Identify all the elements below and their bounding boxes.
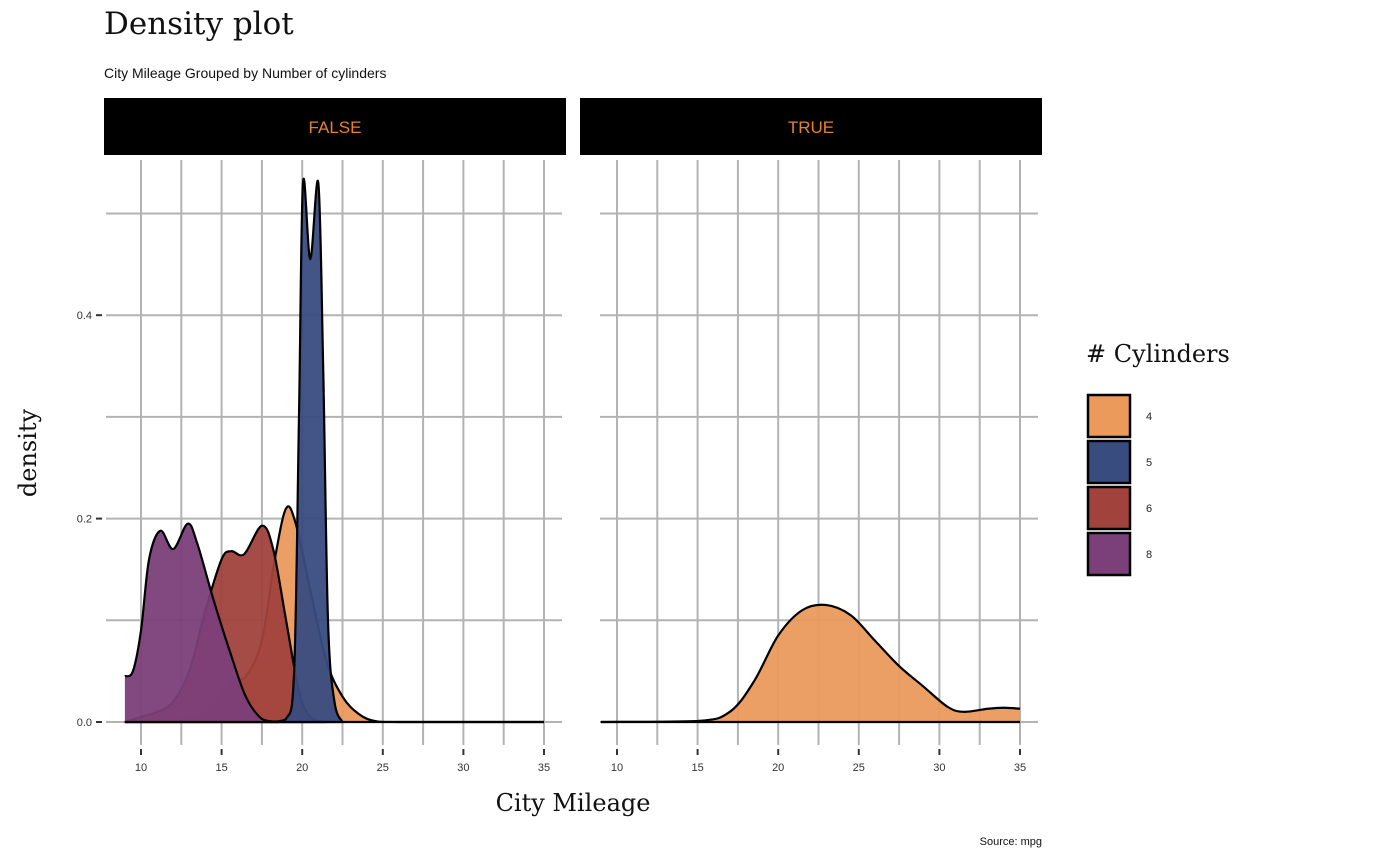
y-tick-label: 0.2 — [77, 514, 92, 526]
legend-swatch-5 — [1086, 439, 1132, 485]
facet-strip-true — [580, 98, 1042, 155]
legend-label: 6 — [1146, 503, 1152, 515]
x-tick-label: 25 — [853, 762, 865, 774]
facet-label: TRUE — [788, 118, 834, 137]
x-tick-label: 35 — [1014, 762, 1026, 774]
legend-label: 8 — [1146, 549, 1152, 561]
y-tick-label: 0.0 — [77, 717, 92, 729]
y-axis-title: density — [14, 408, 42, 497]
x-tick-label: 35 — [538, 762, 550, 774]
density-line-5-cyl — [269, 177, 344, 724]
density-area-5-cyl — [269, 178, 343, 723]
facet-strip-false — [104, 98, 566, 155]
legend-swatch-6 — [1086, 485, 1132, 531]
x-tick-label: 30 — [933, 762, 945, 774]
density-line-4-cyl — [600, 603, 1021, 724]
x-tick-label: 15 — [691, 762, 703, 774]
x-axis-title: City Mileage — [496, 789, 651, 817]
chart-subtitle: City Mileage Grouped by Number of cylind… — [104, 65, 387, 81]
density-line-8-cyl — [124, 522, 279, 724]
x-tick-label: 25 — [377, 762, 389, 774]
x-tick-label: 10 — [611, 762, 623, 774]
density-area-8-cyl — [124, 523, 279, 722]
legend-swatch-8 — [1086, 531, 1132, 577]
facet-label: FALSE — [309, 118, 362, 137]
legend-label: 5 — [1146, 457, 1152, 469]
y-tick-label: 0.4 — [77, 310, 92, 322]
density-area-4-cyl — [600, 604, 1020, 722]
density-area-6-cyl — [124, 525, 327, 722]
chart-caption: Source: mpg — [979, 836, 1042, 848]
x-tick-label: 20 — [296, 762, 308, 774]
legend-title: # Cylinders — [1086, 340, 1230, 368]
x-tick-label: 15 — [215, 762, 227, 774]
x-tick-label: 20 — [772, 762, 784, 774]
x-tick-label: 10 — [135, 762, 147, 774]
chart-title: Density plot — [104, 6, 294, 42]
x-tick-label: 30 — [457, 762, 469, 774]
legend-swatch-4 — [1086, 393, 1132, 439]
legend-label: 4 — [1146, 411, 1152, 423]
